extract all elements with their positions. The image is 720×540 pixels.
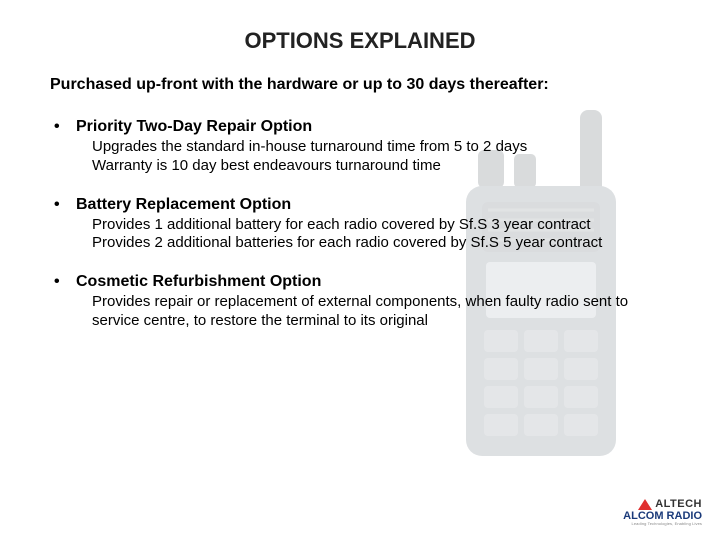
bullet-body: Upgrades the standard in-house turnaroun… <box>92 138 670 176</box>
bullet-list: •Priority Two-Day Repair OptionUpgrades … <box>50 118 670 331</box>
bullet-heading: Priority Two-Day Repair Option <box>76 118 312 136</box>
bullet-body: Provides repair or replacement of extern… <box>92 293 670 331</box>
bullet-dot-icon: • <box>50 118 76 136</box>
subtitle: Purchased up-front with the hardware or … <box>50 76 670 94</box>
bullet-line: Upgrades the standard in-house turnaroun… <box>92 138 670 157</box>
slide: OPTIONS EXPLAINED Purchased up-front wit… <box>0 0 720 540</box>
bullet-heading-row: •Battery Replacement Option <box>50 196 670 214</box>
logo-triangle-icon <box>638 499 652 510</box>
bullet-heading-row: •Cosmetic Refurbishment Option <box>50 273 670 291</box>
bullet-heading: Cosmetic Refurbishment Option <box>76 273 321 291</box>
bullet-dot-icon: • <box>50 273 76 291</box>
bullet-body: Provides 1 additional battery for each r… <box>92 216 670 254</box>
bullet-line: Warranty is 10 day best endeavours turna… <box>92 157 670 176</box>
logo-altech-text: ALTECH <box>655 499 702 510</box>
bullet-line: Provides 1 additional battery for each r… <box>92 216 670 235</box>
bullet-item: •Priority Two-Day Repair Option Upgrades … <box>50 118 670 176</box>
content-area: OPTIONS EXPLAINED Purchased up-front wit… <box>50 28 670 331</box>
bullet-line: Provides repair or replacement of extern… <box>92 293 670 331</box>
page-title: OPTIONS EXPLAINED <box>50 28 670 54</box>
bullet-item: •Cosmetic Refurbishment Option Provides r… <box>50 273 670 331</box>
bullet-dot-icon: • <box>50 196 76 214</box>
footer-logo: ALTECH ALCOM RADIO Leading Technologies,… <box>623 499 702 526</box>
bullet-heading: Battery Replacement Option <box>76 196 291 214</box>
bullet-heading-row: •Priority Two-Day Repair Option <box>50 118 670 136</box>
bullet-item: •Battery Replacement Option Provides 1 ad… <box>50 196 670 254</box>
logo-tagline: Leading Technologies, Enabling Lives <box>623 522 702 526</box>
bullet-line: Provides 2 additional batteries for each… <box>92 234 670 253</box>
